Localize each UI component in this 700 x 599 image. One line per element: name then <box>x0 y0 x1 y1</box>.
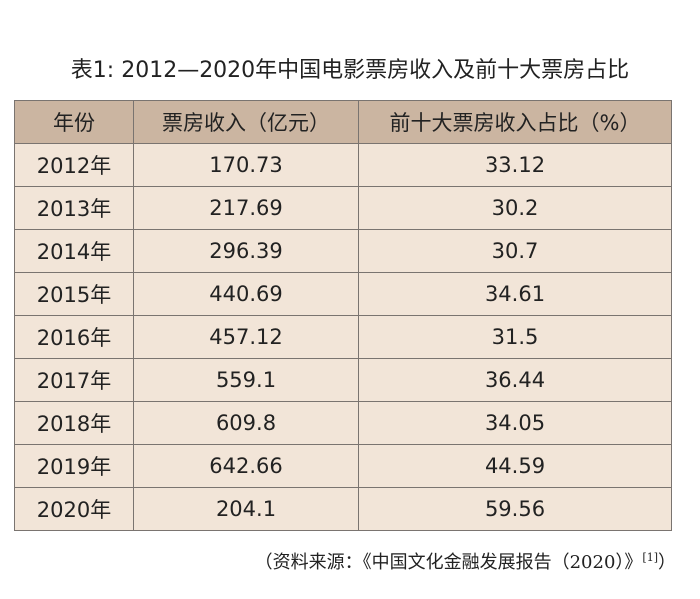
table-cell: 44.59 <box>358 444 672 488</box>
table-row: 2016年 457.12 31.5 <box>14 315 672 359</box>
source-close: ） <box>658 552 676 573</box>
table-row: 2018年 609.8 34.05 <box>14 401 672 445</box>
table-cell: 59.56 <box>358 487 672 531</box>
table-cell: 457.12 <box>133 315 359 359</box>
table-cell: 2016年 <box>14 315 134 359</box>
table-cell: 30.2 <box>358 186 672 230</box>
source-note: （资料来源：《中国文化金融发展报告（2020）》[1]） <box>255 548 676 574</box>
table-cell: 440.69 <box>133 272 359 316</box>
table-cell: 559.1 <box>133 358 359 402</box>
header-cell: 票房收入（亿元） <box>133 100 359 144</box>
table-cell: 296.39 <box>133 229 359 273</box>
table-cell: 2019年 <box>14 444 134 488</box>
table-cell: 33.12 <box>358 143 672 187</box>
table-row: 2015年 440.69 34.61 <box>14 272 672 316</box>
table-cell: 170.73 <box>133 143 359 187</box>
table-cell: 2014年 <box>14 229 134 273</box>
header-cell: 年份 <box>14 100 134 144</box>
table-cell: 34.61 <box>358 272 672 316</box>
table-cell: 2020年 <box>14 487 134 531</box>
table-cell: 36.44 <box>358 358 672 402</box>
table-row: 2012年 170.73 33.12 <box>14 143 672 187</box>
table-cell: 2012年 <box>14 143 134 187</box>
table-cell: 31.5 <box>358 315 672 359</box>
table-cell: 2013年 <box>14 186 134 230</box>
table-cell: 642.66 <box>133 444 359 488</box>
reference: [1] <box>642 551 658 564</box>
data-table: 年份 票房收入（亿元） 前十大票房收入占比（%） 2012年 170.73 33.12 2… <box>14 100 672 531</box>
table-title: 表1: 2012—2020年中国电影票房收入及前十大票房占比 <box>70 58 630 83</box>
table-row: 2013年 217.69 30.2 <box>14 186 672 230</box>
table-cell: 204.1 <box>133 487 359 531</box>
table-cell: 30.7 <box>358 229 672 273</box>
source-text: （资料来源：《中国文化金融发展报告（2020）》 <box>254 552 643 573</box>
table-cell: 34.05 <box>358 401 672 445</box>
header-cell: 前十大票房收入占比（%） <box>358 100 672 144</box>
table-row: 2014年 296.39 30.7 <box>14 229 672 273</box>
table-row: 2020年 204.1 59.56 <box>14 487 672 531</box>
table-cell: 2018年 <box>14 401 134 445</box>
table-cell: 2017年 <box>14 358 134 402</box>
header-row: 年份 票房收入（亿元） 前十大票房收入占比（%） <box>14 100 672 144</box>
table-cell: 2015年 <box>14 272 134 316</box>
table-row: 2019年 642.66 44.59 <box>14 444 672 488</box>
table-cell: 609.8 <box>133 401 359 445</box>
table-row: 2017年 559.1 36.44 <box>14 358 672 402</box>
table-cell: 217.69 <box>133 186 359 230</box>
